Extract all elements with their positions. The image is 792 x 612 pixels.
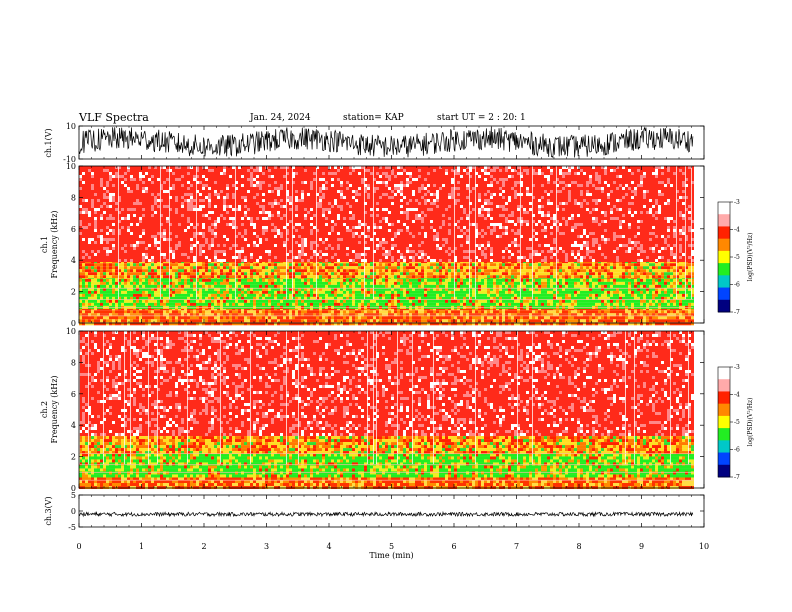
xtick-label-3: 3 [264, 542, 269, 551]
ch1-freq-ylabel-line2: Frequency (kHz) [50, 210, 59, 278]
xtick-label-4: 4 [326, 542, 331, 551]
x-axis-title: Time (min) [369, 551, 413, 560]
ch1-ylabel: ch.1(V) [44, 128, 53, 157]
colorbar-1-label: log(PSD)(V²/Hz) [747, 233, 754, 282]
colorbar-1-seg-5 [718, 263, 730, 276]
xtick-label-8: 8 [576, 542, 581, 551]
colorbar-1-seg-8 [718, 300, 730, 313]
ytick-label-2-2: 4 [71, 256, 76, 265]
colorbar-2-seg-5 [718, 428, 730, 441]
ch2-freq-ylabel-line2: Frequency (kHz) [50, 375, 59, 443]
colorbar-2-tick-0: -3 [734, 364, 740, 371]
ytick-label-2-3: 6 [71, 225, 76, 234]
ch3-waveform [79, 512, 693, 516]
colorbar-2-seg-2 [718, 391, 730, 404]
colorbar-1-seg-3 [718, 239, 730, 252]
colorbar-1-seg-4 [718, 251, 730, 264]
colorbar-1-seg-0 [718, 202, 730, 215]
xtick-label-7: 7 [514, 542, 519, 551]
colorbar-1-tick-2: -5 [734, 254, 740, 261]
ch3-ylabel: ch.3(V) [44, 496, 53, 525]
colorbar-1-tick-3: -6 [734, 282, 740, 289]
colorbar-2-seg-1 [718, 379, 730, 392]
colorbar-1-seg-1 [718, 214, 730, 227]
ch2-spectrogram [79, 331, 704, 489]
colorbar-2-tick-1: -4 [734, 392, 740, 399]
panel-frame-4 [79, 495, 704, 527]
ytick-label-3-5: 10 [66, 327, 76, 336]
colorbar-1-seg-6 [718, 275, 730, 288]
xtick-label-5: 5 [389, 542, 394, 551]
ytick-label-3-3: 6 [71, 390, 76, 399]
xtick-label-0: 0 [76, 542, 81, 551]
ytick-label-2-4: 8 [71, 193, 76, 202]
ytick-label-3-4: 8 [71, 358, 76, 367]
ytick-label-2-1: 2 [71, 288, 76, 297]
ch2-freq-ylabel-line1: ch.2 [40, 401, 49, 418]
colorbar-2-label: log(PSD)(V²/Hz) [747, 398, 754, 447]
ytick-label-3-1: 2 [71, 453, 76, 462]
ytick-label-4-1: 0 [71, 507, 76, 516]
colorbar-2-seg-3 [718, 404, 730, 417]
colorbar-2-tick-4: -7 [734, 474, 740, 481]
ytick-label-1-0: 10 [66, 122, 76, 131]
ch1-spectrogram [79, 166, 704, 325]
colorbar-2-tick-3: -6 [734, 447, 740, 454]
ch1-freq-ylabel-line1: ch.1 [40, 236, 49, 253]
colorbar-2-seg-8 [718, 465, 730, 478]
colorbars: -3 -4 -5 -6 -7 log(PSD)(V²/Hz) -3 -4 -5 -6 -7 log(P… [718, 199, 754, 481]
xtick-label-6: 6 [451, 542, 456, 551]
colorbar-1-tick-0: -3 [734, 199, 740, 206]
xtick-label-9: 9 [639, 542, 644, 551]
colorbar-1-seg-7 [718, 288, 730, 301]
ytick-label-2-5: 10 [66, 162, 76, 171]
xtick-label-10: 10 [699, 542, 709, 551]
colorbar-2-seg-6 [718, 440, 730, 453]
xtick-label-2: 2 [201, 542, 206, 551]
colorbar-2-tick-2: -5 [734, 419, 740, 426]
colorbar-2-seg-7 [718, 453, 730, 466]
ytick-label-4-0: 5 [71, 491, 76, 500]
colorbar-1-tick-4: -7 [734, 309, 740, 316]
ytick-label-3-2: 4 [71, 421, 76, 430]
ch1-waveform [79, 127, 693, 157]
xtick-label-1: 1 [139, 542, 144, 551]
colorbar-2-seg-4 [718, 416, 730, 429]
colorbar-1-seg-2 [718, 226, 730, 239]
vlf-figure: -3 -4 -5 -6 -7 log(PSD)(V²/Hz) -3 -4 -5 -6 -7 log(P… [0, 0, 792, 612]
colorbar-2-seg-0 [718, 367, 730, 380]
colorbar-1-tick-1: -4 [734, 227, 740, 234]
ytick-label-4-2: -5 [68, 523, 76, 532]
